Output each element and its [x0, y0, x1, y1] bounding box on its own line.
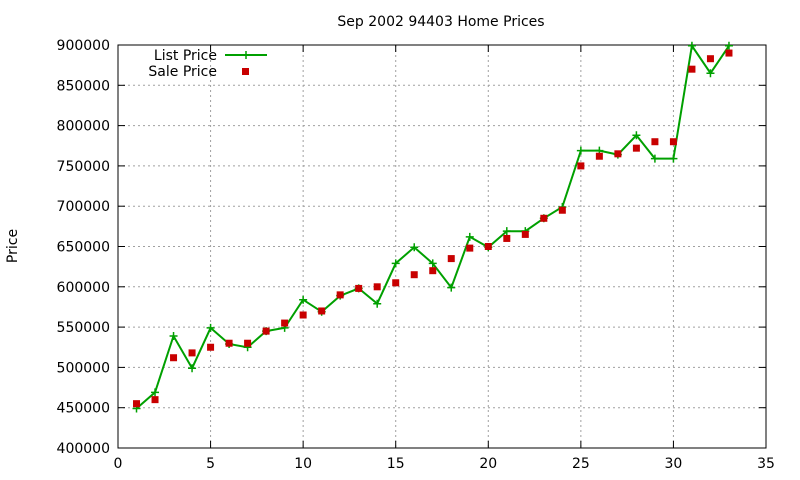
sale-price-point [632, 144, 640, 152]
axis-ticks: 0 5 10 15 20 25 30 35 400000 450000 500000 550000 60… [57, 38, 775, 472]
x-tick-label: 25 [572, 456, 590, 472]
list-price-point [502, 227, 511, 236]
list-price-point [428, 259, 437, 268]
legend-label-list-price: List Price [154, 48, 217, 64]
sale-price-point [669, 138, 677, 146]
sale-price-point [595, 152, 603, 160]
sale-price-point [244, 339, 252, 347]
sale-price-point [558, 206, 566, 214]
x-tick-label: 5 [206, 456, 215, 472]
sale-price-point [429, 267, 437, 275]
sale-price-point [355, 284, 363, 292]
sale-price-point [133, 400, 141, 408]
list-price-point [447, 283, 456, 292]
sale-price-point [577, 162, 585, 170]
sale-price-point [410, 271, 418, 279]
sale-price-point [392, 279, 400, 287]
sale-price-point [614, 150, 622, 158]
sale-price-point [207, 343, 215, 351]
y-tick-label: 700000 [57, 199, 110, 215]
list-price-point [706, 69, 715, 78]
y-axis-label: Price [5, 229, 21, 263]
sale-price-point [688, 65, 696, 73]
x-tick-label: 20 [479, 456, 497, 472]
sale-price-point [447, 255, 455, 263]
list-price-point [410, 243, 419, 252]
sale-price-point [725, 49, 733, 57]
sale-price-point [299, 311, 307, 319]
list-price-point [188, 364, 197, 373]
sale-price-point [262, 327, 270, 335]
x-tick-label: 35 [757, 456, 775, 472]
sale-price-point [281, 319, 289, 327]
list-price-point [151, 388, 160, 397]
x-tick-label: 30 [665, 456, 683, 472]
y-tick-label: 900000 [57, 38, 110, 54]
list-price-point [632, 131, 641, 140]
y-tick-label: 850000 [57, 78, 110, 94]
legend-marker-list-price [242, 51, 250, 59]
x-tick-label: 15 [387, 456, 405, 472]
y-tick-label: 650000 [57, 240, 110, 256]
y-tick-label: 800000 [57, 119, 110, 135]
list-price-point [669, 154, 678, 163]
y-tick-label: 450000 [57, 401, 110, 417]
series [132, 41, 733, 413]
sale-price-point [373, 283, 381, 291]
sale-price-point [484, 243, 492, 250]
sale-price-point [466, 244, 474, 252]
y-tick-label: 600000 [57, 280, 110, 296]
sale-price-point [151, 396, 159, 404]
sale-price-point [503, 234, 511, 242]
list-price-point [299, 295, 308, 304]
y-tick-label: 550000 [57, 320, 110, 336]
list-price-point [650, 154, 659, 163]
legend: List Price Sale Price [148, 48, 267, 80]
list-price-point [373, 299, 382, 308]
list-price-point [576, 146, 585, 155]
legend-label-sale-price: Sale Price [148, 64, 217, 80]
series-line-list-price [135, 43, 730, 410]
legend-marker-sale-price [242, 68, 249, 75]
list-price-point [687, 41, 696, 50]
y-tick-label: 400000 [57, 441, 110, 457]
sale-price-point [170, 354, 178, 362]
grid [118, 45, 766, 448]
sale-price-point [318, 307, 326, 315]
list-price-point [169, 331, 178, 340]
list-price-point [465, 232, 474, 241]
x-tick-label: 10 [294, 456, 312, 472]
chart-title: Sep 2002 94403 Home Prices [337, 14, 544, 30]
y-tick-label: 750000 [57, 159, 110, 175]
list-price-point [724, 41, 733, 50]
sale-price-point [651, 138, 659, 146]
sale-price-point [706, 55, 714, 63]
sale-price-point [225, 339, 233, 347]
sale-price-point [521, 230, 529, 238]
y-tick-label: 500000 [57, 360, 110, 376]
x-tick-label: 0 [114, 456, 123, 472]
list-price-point [391, 259, 400, 268]
sale-price-point [336, 291, 344, 299]
sale-price-point [188, 349, 196, 357]
sale-price-point [540, 214, 548, 222]
list-price-point [206, 323, 215, 332]
